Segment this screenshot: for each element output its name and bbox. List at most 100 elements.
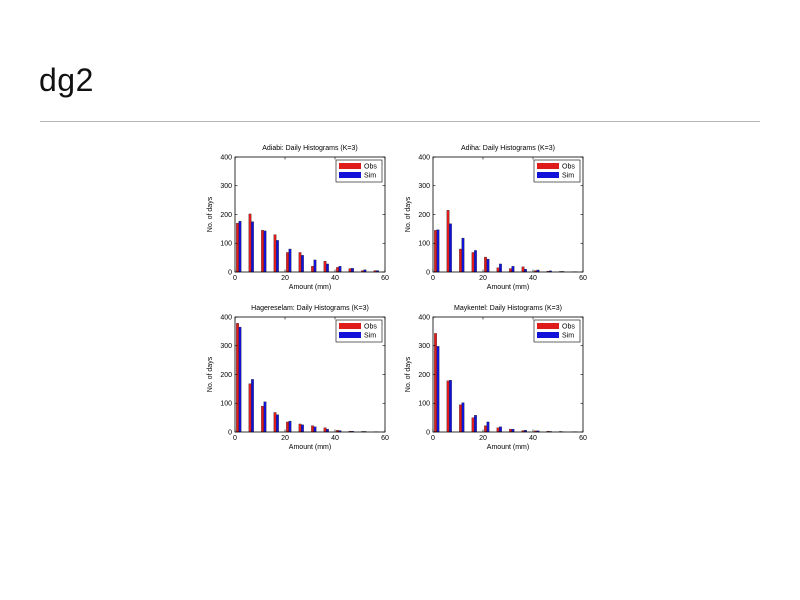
bar-sim [474, 250, 477, 273]
bar-sim [276, 414, 279, 433]
bar-obs [484, 256, 487, 273]
y-tick-label: 400 [418, 314, 430, 321]
bar-obs [446, 210, 450, 273]
y-tick-label: 0 [426, 269, 430, 276]
bar-obs [298, 252, 302, 273]
legend-swatch-obs [537, 163, 559, 169]
bar-obs [248, 213, 252, 273]
bar-sim [263, 230, 267, 273]
y-tick-label: 0 [426, 429, 430, 436]
x-axis-label: Amount (mm) [289, 444, 331, 451]
legend-swatch-sim [339, 172, 361, 178]
bar-sim [251, 221, 254, 273]
legend-label-sim: Sim [562, 173, 574, 180]
x-tick-label: 0 [431, 275, 435, 282]
bar-obs [323, 260, 327, 273]
bar-obs [348, 268, 352, 273]
legend-swatch-obs [339, 323, 361, 329]
y-tick-label: 300 [418, 343, 430, 350]
bar-sim [263, 401, 267, 433]
x-tick-label: 20 [479, 275, 487, 282]
y-tick-label: 400 [220, 314, 232, 321]
bar-sim [511, 428, 515, 433]
x-axis-label: Amount (mm) [289, 284, 331, 291]
chart-title: Maykentel: Daily Histograms (K=3) [454, 305, 562, 312]
chart-svg: Adiabi: Daily Histograms (K=3) 0 20 40 60 0 10… [207, 145, 389, 291]
bar-obs [311, 425, 314, 433]
bar-sim [251, 379, 254, 433]
bar-obs [248, 383, 252, 433]
bar-obs [484, 425, 487, 433]
bar-sim [436, 346, 440, 433]
x-tick-label: 20 [281, 435, 289, 442]
bar-sim [301, 424, 304, 433]
y-tick-label: 200 [418, 212, 430, 219]
legend-swatch-sim [339, 332, 361, 338]
bar-sim [511, 266, 515, 273]
y-axis-label: No. of days [207, 196, 214, 232]
x-tick-label: 40 [331, 435, 339, 442]
bar-obs [311, 266, 314, 273]
bar-obs [286, 252, 289, 273]
bar-obs [459, 248, 462, 273]
y-axis-label: No. of days [207, 356, 214, 392]
y-tick-label: 200 [418, 372, 430, 379]
bar-sim [276, 240, 279, 273]
bar-obs [509, 428, 512, 433]
bar-sim [449, 380, 452, 433]
x-tick-label: 40 [529, 435, 537, 442]
bar-sim [436, 229, 440, 273]
legend-swatch-sim [537, 172, 559, 178]
bar-sim [461, 237, 465, 273]
y-tick-label: 300 [220, 183, 232, 190]
legend-label-obs: Obs [562, 324, 575, 331]
y-tick-label: 400 [220, 154, 232, 161]
bar-obs [434, 333, 437, 433]
bar-obs [471, 252, 475, 273]
bar-obs [261, 230, 264, 273]
chart-svg: Maykentel: Daily Histograms (K=3) 0 20 40 60… [405, 305, 587, 451]
legend-label-sim: Sim [364, 333, 376, 340]
x-tick-label: 60 [579, 435, 587, 442]
bar-sim [524, 268, 527, 273]
chart-maykentel: Maykentel: Daily Histograms (K=3) 0 20 40 60… [393, 300, 587, 460]
bar-obs [336, 267, 339, 273]
bar-obs [236, 222, 239, 273]
y-tick-label: 200 [220, 372, 232, 379]
x-tick-label: 60 [381, 435, 389, 442]
legend-swatch-sim [537, 332, 559, 338]
bar-obs [273, 412, 277, 433]
bar-sim [338, 266, 342, 273]
bar-sim [326, 263, 329, 273]
bar-obs [261, 405, 264, 433]
x-tick-label: 40 [529, 275, 537, 282]
bar-sim [313, 259, 317, 273]
bar-sim [499, 426, 502, 433]
y-tick-label: 100 [418, 401, 430, 408]
chart-title: Adiabi: Daily Histograms (K=3) [262, 145, 358, 152]
bar-obs [509, 268, 512, 273]
y-tick-label: 0 [228, 429, 232, 436]
y-tick-label: 300 [220, 343, 232, 350]
x-axis-label: Amount (mm) [487, 284, 529, 291]
bar-sim [238, 326, 242, 433]
bar-sim [449, 223, 452, 273]
legend-label-obs: Obs [364, 324, 377, 331]
y-tick-label: 100 [220, 241, 232, 248]
legend-label-sim: Sim [562, 333, 574, 340]
x-tick-label: 60 [579, 275, 587, 282]
chart-svg: Adiha: Daily Histograms (K=3) 0 20 40 60 0 100… [405, 145, 587, 291]
title-divider [40, 121, 760, 122]
bar-sim [486, 258, 490, 273]
bar-sim [486, 421, 490, 433]
bar-obs [496, 427, 500, 433]
y-tick-label: 300 [418, 183, 430, 190]
chart-hagereselam: Hagereselam: Daily Histograms (K=3) 0 20 40… [195, 300, 389, 460]
bar-sim [351, 268, 354, 273]
bar-sim [288, 420, 292, 433]
bar-sim [288, 248, 292, 273]
legend-label-sim: Sim [364, 173, 376, 180]
bar-obs [471, 417, 475, 433]
slide-title: dg2 [39, 62, 94, 98]
chart-title: Adiha: Daily Histograms (K=3) [461, 145, 555, 152]
